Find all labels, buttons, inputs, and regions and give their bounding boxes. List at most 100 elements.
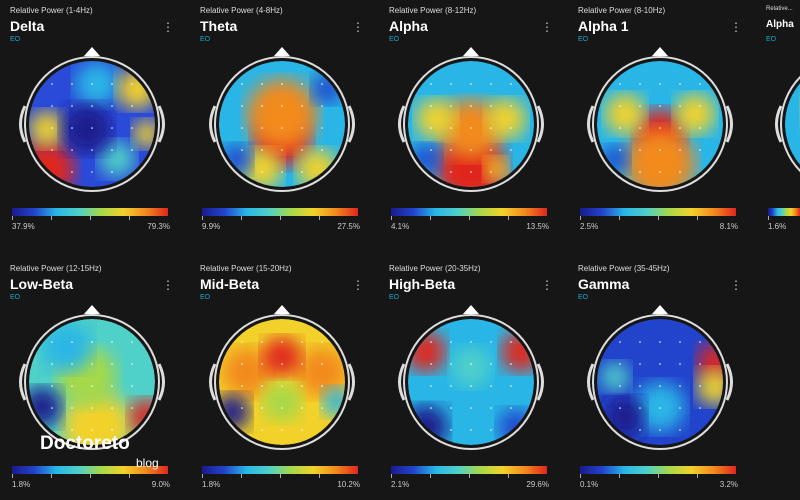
more-vert-icon[interactable]: ⋮ [162, 20, 174, 34]
electrode-dot [699, 363, 701, 365]
head-outline [403, 56, 539, 192]
colorbar-min: 1.8% [202, 480, 221, 489]
nose-icon [84, 47, 100, 56]
band-title: Delta [10, 18, 45, 34]
electrode-dot [490, 149, 492, 151]
power-region [42, 322, 92, 372]
electrode-dot [659, 363, 661, 365]
electrode-dot [639, 105, 641, 107]
electrode-dot [490, 385, 492, 387]
electrode-dot [470, 363, 472, 365]
ear-left [587, 105, 595, 143]
power-region [62, 104, 112, 154]
electrode-dot [51, 83, 53, 85]
electrode-dot [679, 149, 681, 151]
electrode-dot [51, 105, 53, 107]
electrode-dot [510, 407, 512, 409]
electrode-dot [639, 385, 641, 387]
head-outline [780, 75, 800, 173]
electrode-dot [321, 341, 323, 343]
colorbar [580, 208, 736, 216]
nose-icon [463, 47, 479, 56]
more-vert-icon[interactable]: ⋮ [352, 20, 364, 34]
colorbar-ticks [12, 216, 168, 220]
condition-label: EO [10, 36, 21, 43]
electrode-dot [111, 341, 113, 343]
colorbar-max: 79.3% [147, 222, 170, 231]
nose-icon [274, 47, 290, 56]
electrode-dot [639, 149, 641, 151]
topomap-card-alpha: Relative... Alpha EO 1.6% [766, 0, 800, 240]
electrode-dot [679, 171, 681, 173]
nose-icon [84, 305, 100, 314]
topomap-card-gamma: Relative Power (35-45Hz) Gamma EO ⋮ 0.1%… [578, 258, 748, 498]
more-vert-icon[interactable]: ⋮ [541, 20, 553, 34]
colorbar-ticks [768, 216, 800, 220]
power-region [99, 141, 135, 177]
power-region [247, 79, 317, 149]
power-region [262, 337, 302, 377]
electrode-dot [281, 407, 283, 409]
power-region [451, 347, 491, 387]
electrode-dot [639, 127, 641, 129]
electrode-dot [241, 127, 243, 129]
electrode-dot [71, 83, 73, 85]
head-topomap [19, 305, 165, 450]
nose-icon [274, 305, 290, 314]
band-range: Relative Power (8-12Hz) [389, 6, 477, 15]
topomap-card-alpha-1: Relative Power (8-10Hz) Alpha 1 EO ⋮ 2.5… [578, 0, 748, 240]
ear-right [347, 363, 355, 401]
electrode-dot [679, 407, 681, 409]
topomap-card-low-beta: Relative Power (12-15Hz) Low-Beta EO ⋮ 1… [10, 258, 180, 498]
electrode-dot [261, 341, 263, 343]
electrode-dot [639, 363, 641, 365]
electrode-dot [261, 105, 263, 107]
head-topomap [587, 305, 733, 450]
electrode-dot [659, 127, 661, 129]
band-range: Relative Power (20-35Hz) [389, 264, 481, 273]
more-vert-icon[interactable]: ⋮ [730, 20, 742, 34]
colorbar-max: 13.5% [526, 222, 549, 231]
electrode-dot [321, 385, 323, 387]
electrode-dot [659, 83, 661, 85]
electrode-dot [111, 363, 113, 365]
power-region [29, 387, 62, 427]
electrode-dot [261, 83, 263, 85]
electrode-dot [699, 407, 701, 409]
colorbar [391, 466, 547, 474]
colorbar-min: 1.6% [768, 222, 787, 231]
electrode-dot [131, 127, 133, 129]
electrode-dot [470, 171, 472, 173]
band-title: High-Beta [389, 276, 456, 292]
electrode-dot [91, 83, 93, 85]
ear-left [209, 363, 217, 401]
watermark-sub: blog [136, 456, 159, 470]
head-outline [592, 314, 728, 450]
electrode-dot [619, 127, 621, 129]
electrode-dot [241, 385, 243, 387]
electrode-dot [261, 171, 263, 173]
band-range: Relative Power (15-20Hz) [200, 264, 292, 273]
electrode-dot [619, 149, 621, 151]
electrode-dot [490, 341, 492, 343]
colorbar-ticks [12, 474, 168, 478]
electrode-dot [131, 407, 133, 409]
electrode-dot [490, 127, 492, 129]
more-vert-icon[interactable]: ⋮ [352, 278, 364, 292]
colorbar-max: 3.2% [719, 480, 738, 489]
more-vert-icon[interactable]: ⋮ [541, 278, 553, 292]
electrode-dot [131, 83, 133, 85]
electrode-dot [51, 149, 53, 151]
nose-icon [463, 305, 479, 314]
electrode-dot [679, 429, 681, 431]
electrode-dot [91, 363, 93, 365]
electrode-dot [321, 149, 323, 151]
more-vert-icon[interactable]: ⋮ [730, 278, 742, 292]
power-region [312, 74, 342, 104]
more-vert-icon[interactable]: ⋮ [162, 278, 174, 292]
band-title: Theta [200, 18, 238, 34]
band-range: Relative Power (8-10Hz) [578, 6, 666, 15]
electrode-dot [51, 363, 53, 365]
power-region [600, 362, 630, 392]
electrode-dot [131, 363, 133, 365]
